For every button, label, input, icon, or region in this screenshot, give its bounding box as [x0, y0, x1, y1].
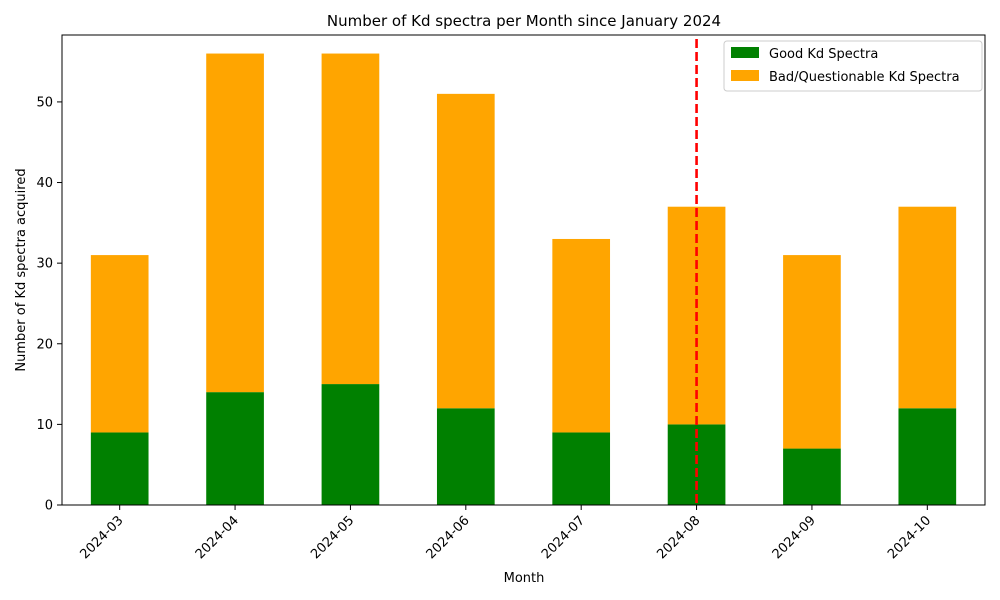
bar-bad-2024-04 — [206, 53, 264, 393]
bar-bad-2024-03 — [90, 255, 149, 433]
y-tick-label-20: 20 — [36, 337, 53, 352]
y-tick-label-0: 0 — [45, 499, 53, 514]
y-tick-label-30: 30 — [36, 257, 53, 272]
bars-group — [90, 53, 957, 505]
bar-bad-2024-09 — [783, 255, 841, 449]
chart-title: Number of Kd spectra per Month since Jan… — [327, 12, 721, 30]
legend-label-good: Good Kd Spectra — [769, 47, 878, 62]
plot-frame — [61, 34, 986, 506]
y-tick-label-40: 40 — [36, 176, 53, 191]
bar-bad-2024-06 — [436, 93, 495, 409]
bar-bad-2024-10 — [898, 206, 957, 409]
legend-swatch-bad — [731, 70, 759, 81]
bar-bad-2024-05 — [321, 53, 380, 385]
bar-good-2024-06 — [436, 408, 495, 505]
legend: Good Kd Spectra Bad/Questionable Kd Spec… — [723, 40, 983, 92]
legend-swatch-good — [731, 47, 759, 58]
y-tick-label-50: 50 — [36, 95, 53, 110]
bar-good-2024-07 — [552, 432, 611, 505]
bar-good-2024-10 — [898, 408, 957, 505]
legend-frame — [723, 40, 983, 92]
y-axis: 0 10 20 30 40 50 — [36, 95, 62, 514]
y-axis-label: Number of Kd spectra acquired — [14, 168, 29, 371]
x-axis-label: Month — [504, 571, 545, 586]
bar-good-2024-09 — [783, 448, 841, 505]
bar-good-2024-05 — [321, 384, 380, 505]
bar-good-2024-04 — [206, 392, 264, 505]
y-tick-label-10: 10 — [36, 418, 53, 433]
bar-bad-2024-07 — [552, 238, 611, 433]
legend-label-bad: Bad/Questionable Kd Spectra — [769, 70, 960, 85]
bar-good-2024-03 — [90, 432, 149, 505]
